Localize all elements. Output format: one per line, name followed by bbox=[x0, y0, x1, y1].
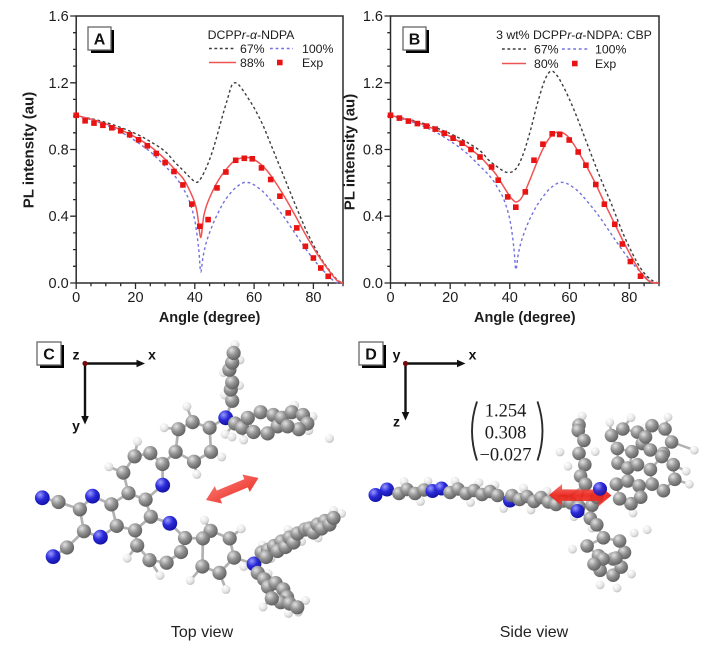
svg-text:0: 0 bbox=[72, 290, 80, 306]
svg-text:B: B bbox=[409, 31, 421, 48]
svg-text:20: 20 bbox=[127, 290, 143, 306]
svg-text:0.0: 0.0 bbox=[363, 276, 383, 292]
svg-text:40: 40 bbox=[187, 290, 203, 306]
svg-text:Angle (degree): Angle (degree) bbox=[159, 310, 261, 326]
svg-text:40: 40 bbox=[502, 290, 518, 306]
svg-text:0.0: 0.0 bbox=[49, 276, 69, 292]
svg-text:z: z bbox=[73, 347, 80, 363]
svg-text:PL intensity (au): PL intensity (au) bbox=[342, 94, 359, 210]
svg-text:80%: 80% bbox=[534, 57, 559, 71]
svg-text:20: 20 bbox=[442, 290, 458, 306]
svg-text:80: 80 bbox=[305, 290, 321, 306]
svg-text:100%: 100% bbox=[302, 42, 334, 56]
svg-text:Exp: Exp bbox=[302, 56, 323, 70]
svg-text:x: x bbox=[148, 347, 156, 363]
svg-text:1.6: 1.6 bbox=[363, 9, 383, 25]
svg-text:1.6: 1.6 bbox=[49, 9, 69, 25]
svg-text:3 wt% DCPPr-α-NDPA: CBP: 3 wt% DCPPr-α-NDPA: CBP bbox=[496, 28, 652, 42]
svg-text:0: 0 bbox=[386, 290, 394, 306]
svg-text:DCPPr-α-NDPA: DCPPr-α-NDPA bbox=[208, 28, 296, 42]
svg-text:C: C bbox=[43, 346, 55, 363]
svg-text:y: y bbox=[393, 347, 401, 363]
svg-text:88%: 88% bbox=[240, 56, 265, 70]
svg-text:67%: 67% bbox=[240, 42, 265, 56]
svg-text:Angle (degree): Angle (degree) bbox=[474, 310, 576, 326]
svg-text:A: A bbox=[94, 31, 106, 48]
svg-text:PL intensity (au): PL intensity (au) bbox=[21, 92, 38, 208]
svg-text:D: D bbox=[365, 346, 377, 363]
svg-text:60: 60 bbox=[246, 290, 262, 306]
svg-text:Exp: Exp bbox=[595, 57, 616, 71]
svg-text:Side view: Side view bbox=[500, 624, 569, 641]
svg-text:80: 80 bbox=[621, 290, 637, 306]
svg-text:0.8: 0.8 bbox=[49, 143, 69, 159]
svg-text:67%: 67% bbox=[534, 43, 559, 57]
svg-text:−0.027: −0.027 bbox=[479, 446, 531, 466]
svg-text:Top view: Top view bbox=[171, 624, 234, 641]
svg-text:z: z bbox=[393, 414, 400, 430]
svg-text:1.2: 1.2 bbox=[49, 76, 69, 92]
svg-text:y: y bbox=[72, 418, 80, 434]
svg-text:x: x bbox=[469, 347, 477, 363]
svg-text:0.308: 0.308 bbox=[485, 424, 527, 444]
svg-text:0.4: 0.4 bbox=[363, 209, 383, 225]
svg-text:1.2: 1.2 bbox=[363, 76, 383, 92]
svg-text:0.4: 0.4 bbox=[49, 209, 69, 225]
svg-text:100%: 100% bbox=[595, 43, 627, 57]
svg-text:1.254: 1.254 bbox=[485, 402, 527, 422]
svg-text:60: 60 bbox=[561, 290, 577, 306]
svg-text:0.8: 0.8 bbox=[363, 143, 383, 159]
